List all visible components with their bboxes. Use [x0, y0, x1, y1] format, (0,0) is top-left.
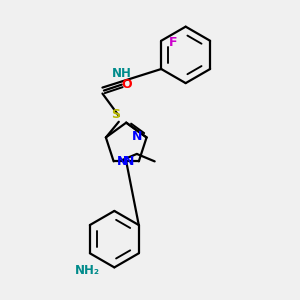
- Text: S: S: [111, 108, 120, 121]
- Text: N: N: [132, 130, 142, 143]
- Text: NH₂: NH₂: [74, 264, 99, 277]
- Text: N: N: [117, 155, 127, 169]
- Text: F: F: [169, 36, 177, 49]
- Text: NH: NH: [112, 67, 131, 80]
- Text: O: O: [121, 78, 131, 91]
- Text: N: N: [124, 155, 134, 169]
